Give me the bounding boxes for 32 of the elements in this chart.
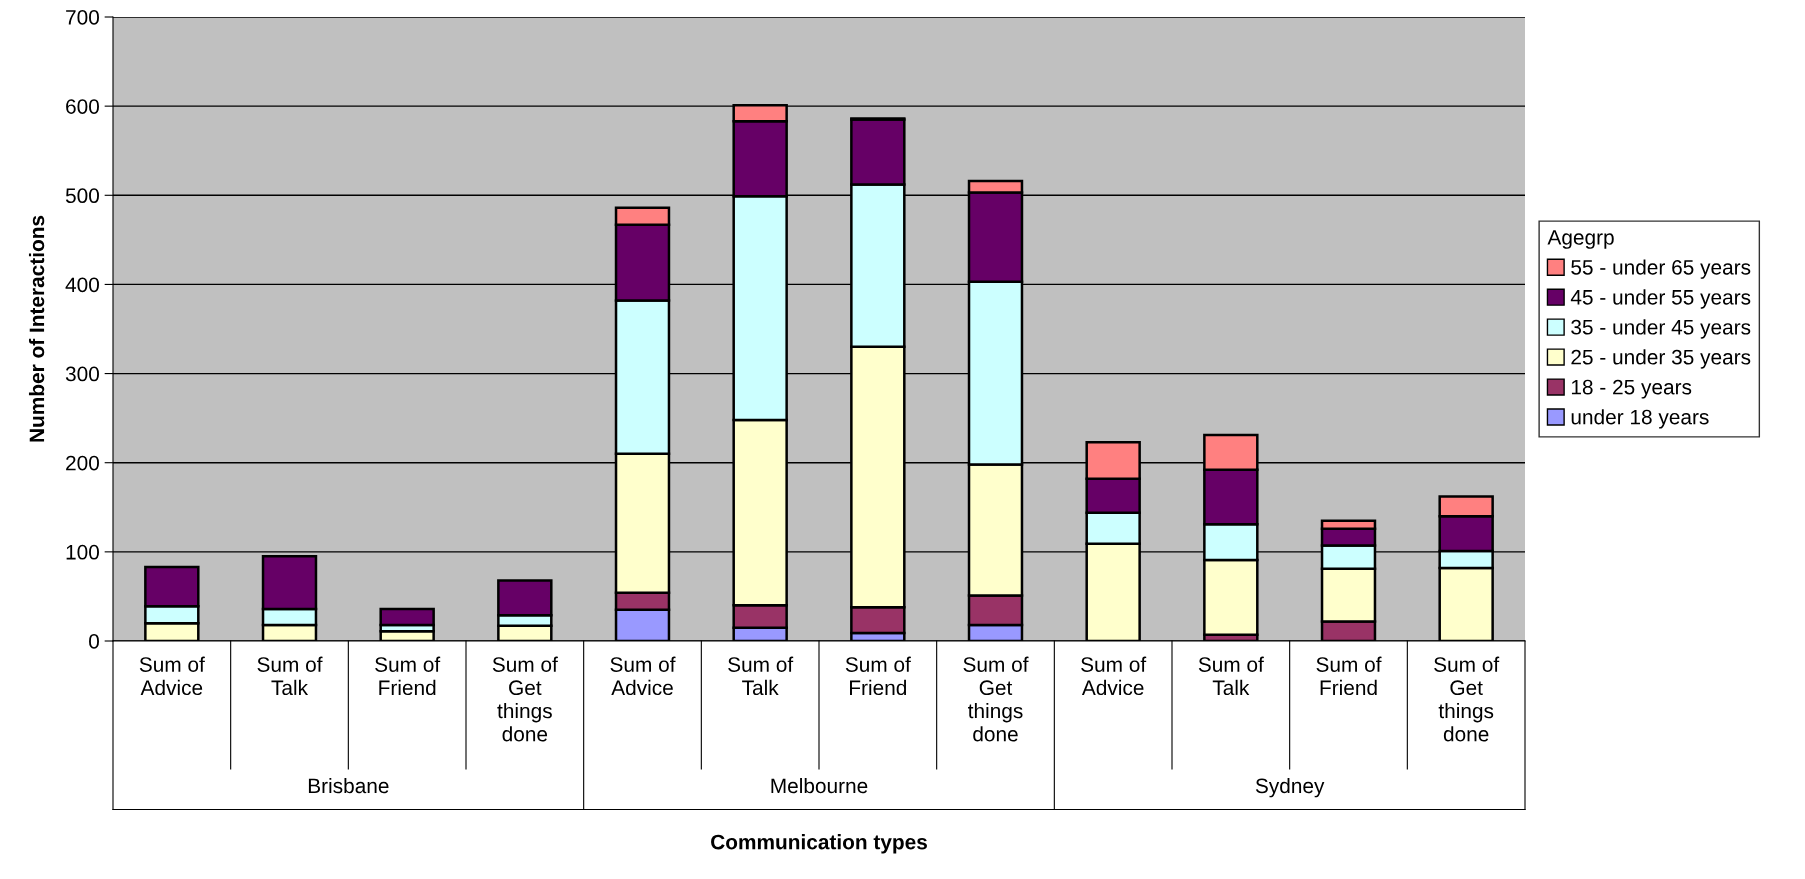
text: Sydney <box>1255 777 1325 798</box>
x-tick-label: Sum of Get things done <box>963 656 1029 742</box>
x-tick-label: Sum of Advice <box>139 656 205 696</box>
legend-label: 55 - under 65 years <box>1571 259 1751 279</box>
x-tick-label: Sum of Talk <box>257 656 323 696</box>
x-tick-label: Sum of Talk <box>728 656 794 696</box>
x-tick-label: Sum of Advice <box>1081 656 1147 696</box>
y-tick-label: 0 <box>89 634 99 649</box>
legend-label: 45 - under 55 years <box>1570 289 1751 309</box>
y-axis-title: Number of Interactions <box>28 215 45 442</box>
x-tick-label: Sum of Advice <box>610 656 676 696</box>
x-axis-title: Communication types <box>711 834 927 854</box>
x-tick-label: Sum of Friend <box>1316 656 1382 696</box>
y-tick-label: 600 <box>66 99 99 114</box>
x-tick-label: Sum of Friend <box>845 656 911 696</box>
y-tick-label: 400 <box>65 277 99 293</box>
y-tick-label: 200 <box>66 455 99 471</box>
legend-label: 18 - 25 years <box>1571 379 1692 399</box>
text: Brisbane <box>308 777 389 794</box>
y-tick-label: 300 <box>65 366 99 382</box>
legend-title: Agegrp <box>1547 230 1614 249</box>
y-tick-label: 700 <box>66 10 99 25</box>
x-tick-label: Sum of Talk <box>1198 656 1264 696</box>
x-tick-label: Sum of Friend <box>375 656 441 696</box>
text: Melbourne <box>771 777 868 794</box>
legend-label: under 18 years <box>1571 409 1709 429</box>
legend-label: 35 - under 45 years <box>1571 319 1751 339</box>
y-tick-label: 500 <box>65 188 99 204</box>
x-tick-label: Sum of Get things done <box>1434 656 1500 742</box>
legend-label: 25 - under 35 years <box>1571 349 1751 369</box>
x-tick-label: Sum of Get things done <box>492 656 558 742</box>
y-tick-label: 100 <box>66 544 99 560</box>
